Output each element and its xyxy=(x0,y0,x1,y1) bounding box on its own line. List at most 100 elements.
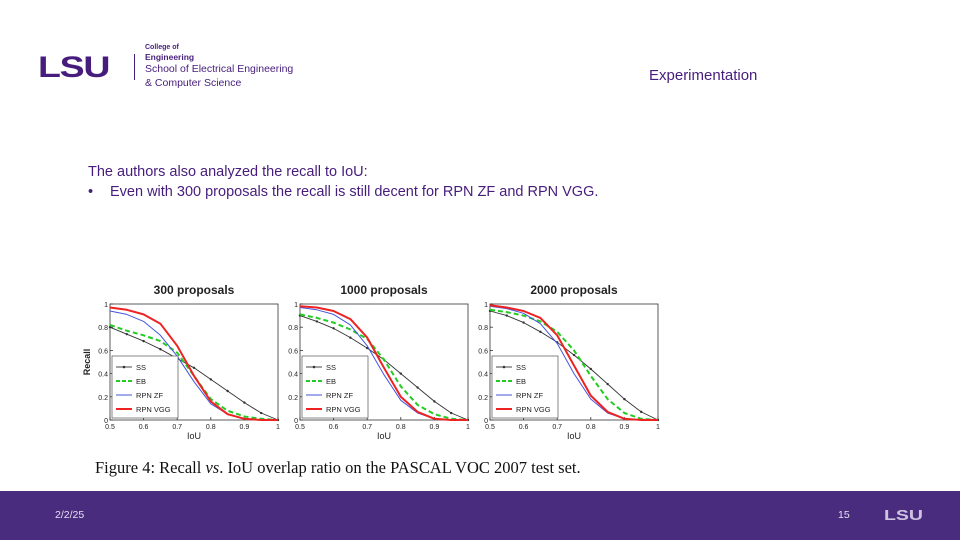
x-tick-label: 0.8 xyxy=(206,424,216,431)
series-point-ss xyxy=(640,410,643,414)
x-axis-label: IoU xyxy=(187,431,201,441)
series-point-ss xyxy=(159,348,162,351)
legend-label: SS xyxy=(136,363,146,372)
legend-label: SS xyxy=(516,363,526,372)
series-point-ss xyxy=(522,321,525,324)
caption-suffix: . IoU overlap ratio on the PASCAL VOC 20… xyxy=(219,458,581,477)
section-title: Experimentation xyxy=(649,67,758,84)
series-point-ss xyxy=(315,320,318,323)
caption-vs: vs xyxy=(205,458,220,477)
y-tick-label: 0 xyxy=(294,418,298,425)
legend-marker xyxy=(312,365,316,369)
x-tick-label: 1 xyxy=(656,424,660,431)
figure-caption: Figure 4: Recall vs. IoU overlap ratio o… xyxy=(95,458,581,478)
legend-label: RPN ZF xyxy=(326,391,354,400)
school-line-1: School of Electrical Engineering xyxy=(145,63,294,75)
chart-title: 300 proposals xyxy=(154,283,235,297)
y-tick-label: 1 xyxy=(484,302,488,309)
series-point-ss xyxy=(433,400,436,403)
legend-label: RPN VGG xyxy=(326,405,361,414)
y-tick-label: 0.4 xyxy=(98,372,108,379)
y-tick-label: 0.2 xyxy=(98,395,108,402)
series-point-ss xyxy=(539,330,542,334)
y-tick-label: 0.6 xyxy=(478,348,488,355)
legend-label: RPN VGG xyxy=(516,405,551,414)
series-point-ss xyxy=(505,314,508,317)
series-line-rpn-vgg xyxy=(299,305,468,421)
legend-marker xyxy=(502,365,506,369)
y-tick-label: 0.6 xyxy=(288,348,298,355)
bullet-item: • Even with 300 proposals the recall is s… xyxy=(88,182,598,202)
x-tick-label: 0.7 xyxy=(362,424,372,431)
bullet-mark: • xyxy=(88,184,94,200)
intro-text: The authors also analyzed the recall to … xyxy=(88,164,368,180)
series-point-ss xyxy=(260,411,263,415)
logo-divider xyxy=(134,54,135,80)
lsu-logo-mark: LSU xyxy=(38,51,111,84)
y-tick-label: 1 xyxy=(294,302,298,309)
legend-label: RPN ZF xyxy=(516,391,544,400)
legend-label: RPN VGG xyxy=(136,405,171,414)
series-point-ss xyxy=(606,382,609,386)
x-tick-label: 1 xyxy=(466,424,470,431)
series-line-eb xyxy=(489,308,659,421)
series-point-ss xyxy=(108,326,112,329)
legend-label: EB xyxy=(516,377,526,386)
series-point-ss xyxy=(209,378,212,381)
footer-bar: 2/2/25 15 LSU xyxy=(0,491,960,540)
bullet-text: Even with 300 proposals the recall is st… xyxy=(110,184,599,200)
x-tick-label: 0.9 xyxy=(240,424,250,431)
series-point-ss xyxy=(399,372,402,375)
y-tick-label: 0.8 xyxy=(288,325,298,332)
plot-frame xyxy=(109,303,279,421)
series-point-ss xyxy=(623,397,626,401)
series-point-ss xyxy=(125,332,128,336)
legend-label: RPN ZF xyxy=(136,391,164,400)
series-point-ss xyxy=(416,386,419,389)
y-tick-label: 0.8 xyxy=(478,325,488,332)
caption-prefix: Figure 4: Recall xyxy=(95,458,206,477)
series-line-rpn-vgg xyxy=(489,304,658,421)
series-line-eb xyxy=(299,313,469,421)
y-tick-label: 0.4 xyxy=(288,372,298,379)
y-axis-label: Recall xyxy=(82,349,92,376)
x-tick-label: 0.9 xyxy=(620,424,630,431)
y-tick-label: 0.4 xyxy=(478,372,488,379)
plot-frame xyxy=(489,303,659,421)
recall-iou-figure: 300 proposals 0 0.2 0.4 0.6 0.8 1 0.5 0.6 0.7 0.8 0… xyxy=(82,283,660,441)
series-point-ss xyxy=(450,411,453,415)
y-tick-label: 0.8 xyxy=(98,325,108,332)
college-name: Engineering xyxy=(145,52,195,62)
legend-label: EB xyxy=(136,377,146,386)
y-tick-label: 0 xyxy=(484,418,488,425)
x-axis-label: IoU xyxy=(377,431,391,441)
x-tick-label: 1 xyxy=(276,424,280,431)
page-number: 15 xyxy=(838,509,850,521)
slide-body: The authors also analyzed the recall to … xyxy=(88,162,598,202)
x-tick-label: 0.6 xyxy=(139,424,149,431)
x-tick-label: 0.6 xyxy=(329,424,339,431)
x-tick-label: 0.5 xyxy=(485,424,495,431)
series-point-ss xyxy=(192,366,196,369)
x-tick-label: 0.9 xyxy=(430,424,440,431)
legend-marker xyxy=(122,365,126,369)
series-point-ss xyxy=(142,339,145,343)
x-tick-label: 0.5 xyxy=(105,424,115,431)
y-tick-label: 0.2 xyxy=(288,395,298,402)
y-tick-label: 0.6 xyxy=(98,348,108,355)
chart-2: 2000 proposals 0 0.2 0.4 0.6 0.8 1 0.5 0.6 0.7 0.8… xyxy=(478,283,660,441)
school-line-2: & Computer Science xyxy=(145,77,242,89)
x-tick-label: 0.8 xyxy=(396,424,406,431)
x-tick-label: 0.7 xyxy=(172,424,182,431)
series-line-rpn-vgg xyxy=(109,306,278,421)
footer-date: 2/2/25 xyxy=(55,509,85,521)
series-point-ss xyxy=(349,336,352,339)
x-tick-label: 0.5 xyxy=(295,424,305,431)
x-tick-label: 0.8 xyxy=(586,424,596,431)
series-point-ss xyxy=(243,401,246,404)
series-point-ss xyxy=(332,327,335,330)
legend-label: EB xyxy=(326,377,336,386)
x-tick-label: 0.7 xyxy=(552,424,562,431)
x-axis-label: IoU xyxy=(567,431,581,441)
x-tick-label: 0.6 xyxy=(519,424,529,431)
